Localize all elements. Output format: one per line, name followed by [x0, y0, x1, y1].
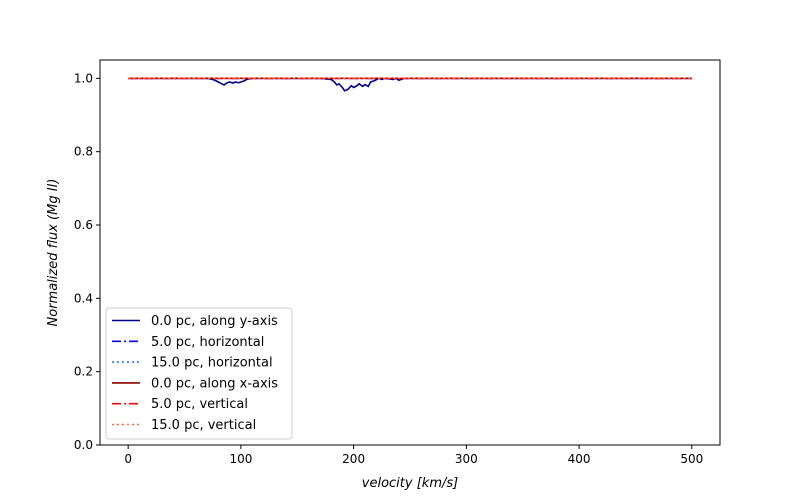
x-axis-ticks: 0 100 200 300 400 500 [124, 445, 703, 466]
legend-label-5: 5.0 pc, vertical [151, 397, 248, 412]
legend-label-1: 0.0 pc, along y-axis [151, 314, 278, 329]
y-axis-ticks: 0.0 0.2 0.4 0.6 0.8 1.0 [74, 71, 100, 452]
series-layer [128, 77, 692, 92]
legend-frame [105, 307, 293, 440]
y-tick-label: 1.0 [74, 71, 93, 85]
x-tick-label: 500 [680, 452, 703, 466]
x-tick-label: 0 [124, 452, 132, 466]
x-tick-label: 100 [229, 452, 252, 466]
legend-label-6: 15.0 pc, vertical [151, 418, 256, 433]
legend-label-4: 0.0 pc, along x-axis [151, 376, 278, 391]
legend-label-2: 5.0 pc, horizontal [151, 335, 264, 350]
y-tick-label: 0.4 [74, 291, 93, 305]
x-tick-label: 300 [455, 452, 478, 466]
legend-label-3: 15.0 pc, horizontal [151, 356, 273, 371]
y-tick-label: 0.0 [74, 438, 93, 452]
y-axis-label: Normalized flux (Mg II) [46, 179, 61, 327]
plot-area-frame [99, 59, 721, 446]
x-axis-label: velocity [km/s] [362, 476, 458, 491]
x-tick-label: 400 [568, 452, 591, 466]
legend: 0.0 pc, along y-axis 5.0 pc, horizontal 15… [105, 307, 293, 440]
y-tick-label: 0.6 [74, 218, 93, 232]
y-tick-label: 0.8 [74, 145, 93, 159]
series-line-1 [128, 77, 692, 92]
x-tick-label: 200 [342, 452, 365, 466]
y-tick-label: 0.2 [74, 365, 93, 379]
